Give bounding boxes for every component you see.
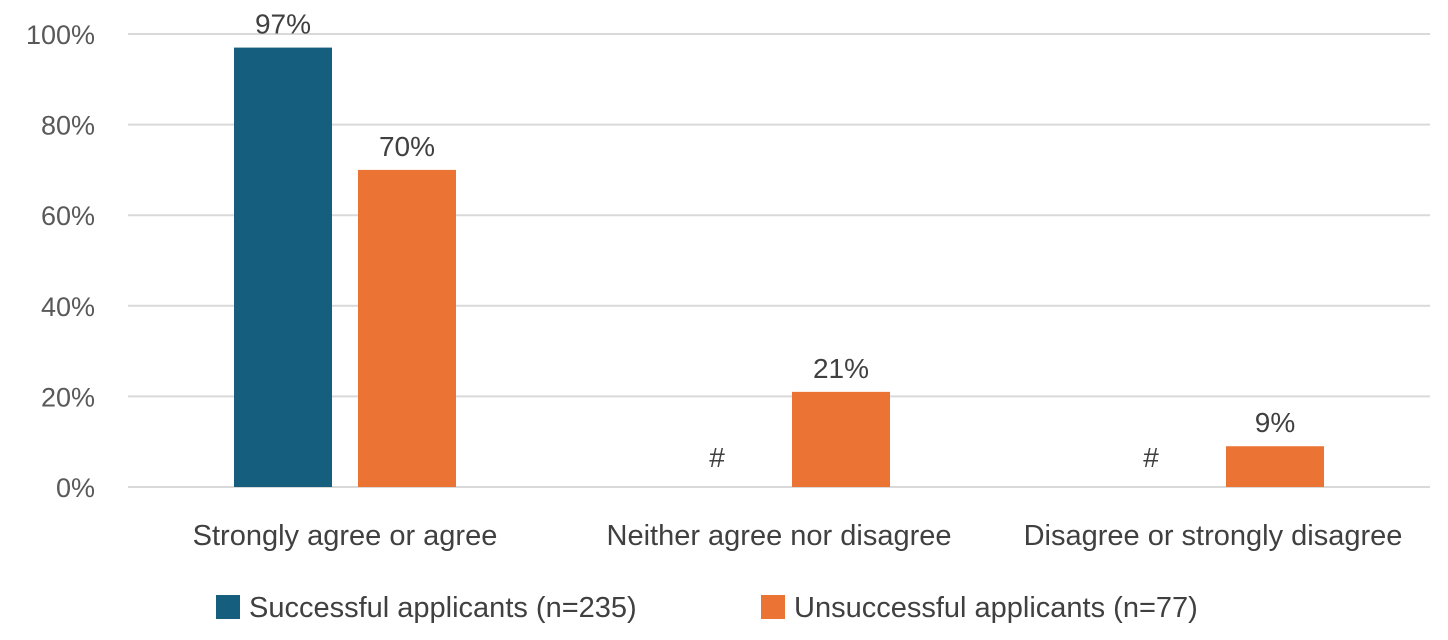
x-axis-category-labels: Strongly agree or agree Neither agree nor…	[193, 520, 1403, 552]
x-category-label: Neither agree nor disagree	[607, 520, 952, 552]
data-label: 9%	[1255, 407, 1295, 438]
y-tick-label: 100%	[26, 20, 95, 50]
bar	[234, 47, 332, 488]
legend-label: Successful applicants (n=235)	[249, 592, 637, 624]
data-labels: 97% 70% #21% #9%	[255, 9, 1295, 473]
x-category-label: Disagree or strongly disagree	[1024, 520, 1403, 552]
y-tick-label: 40%	[41, 292, 95, 322]
legend-swatch	[761, 595, 785, 619]
data-label: 97%	[255, 9, 311, 40]
x-category-label: Strongly agree or agree	[193, 520, 498, 552]
data-label: 70%	[379, 131, 435, 162]
y-axis-tick-labels: 0% 20% 40% 60% 80% 100%	[26, 20, 95, 503]
bars	[234, 47, 1324, 488]
bar	[358, 169, 456, 487]
bar	[1226, 446, 1324, 487]
y-tick-label: 80%	[41, 111, 95, 141]
data-label: #	[1143, 442, 1159, 473]
y-tick-label: 0%	[56, 473, 95, 503]
data-label: #	[709, 442, 725, 473]
bar	[792, 391, 890, 487]
y-tick-label: 60%	[41, 201, 95, 231]
data-label: 21%	[813, 353, 869, 384]
legend-swatch	[216, 595, 240, 619]
legend: Successful applicants (n=235) Unsuccessfu…	[216, 592, 1198, 624]
gridlines	[128, 33, 1430, 488]
y-tick-label: 20%	[41, 382, 95, 412]
legend-label: Unsuccessful applicants (n=77)	[794, 592, 1198, 624]
